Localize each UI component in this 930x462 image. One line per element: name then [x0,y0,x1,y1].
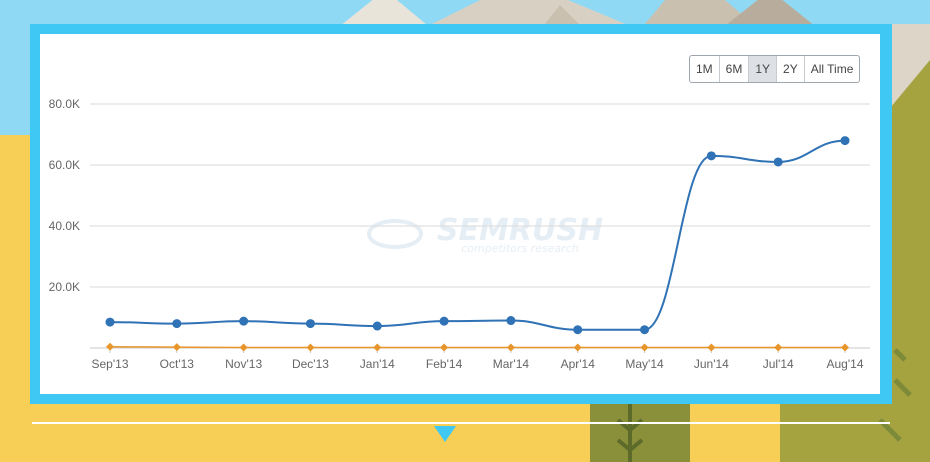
x-tick-label: Mar'14 [493,357,530,371]
x-tick-label: Sep'13 [92,357,129,371]
x-tick-label: Aug'14 [827,357,864,371]
series-main-point [840,136,850,146]
x-tick-label: Nov'13 [225,357,262,371]
range-6m-button[interactable]: 6M [718,56,749,82]
series-main-point [439,316,449,326]
x-tick-label: Oct'13 [160,357,195,371]
y-tick-label: 60.0K [49,158,80,172]
series-secondary-point [440,343,449,352]
series-main-point [372,321,382,331]
y-tick-label: 40.0K [49,219,80,233]
x-tick-label: Dec'13 [292,357,329,371]
series-secondary-line [109,346,845,349]
series-main-point [773,157,783,167]
series-main-point [706,151,716,161]
x-tick-label: Jul'14 [763,357,794,371]
x-tick-label: Jun'14 [694,357,729,371]
series-main-point [172,319,182,329]
x-tick-label: Feb'14 [426,357,463,371]
watermark-brand: SEMRUSH [437,213,603,248]
chart-panel [40,34,880,394]
y-tick-label: 80.0K [49,97,80,111]
series-secondary-point [172,343,181,352]
range-1y-button[interactable]: 1Y [748,56,777,82]
series-secondary-point [707,343,716,352]
series-main-point [239,316,249,326]
time-range-selector: 1M 6M 1Y 2Y All Time [689,55,861,83]
range-1m-button[interactable]: 1M [696,62,713,76]
y-tick-label: 20.0K [49,280,80,294]
x-tick-label: May'14 [625,357,664,371]
range-2y-button[interactable]: 2Y [776,56,804,82]
x-tick-label: Apr'14 [561,357,596,371]
divider-line [32,422,890,424]
series-main-point [506,316,516,326]
series-secondary-point [640,343,649,352]
series-main-point [305,319,315,329]
series-secondary-point [373,343,382,352]
series-secondary-point [774,343,783,352]
series-secondary-point [306,343,315,352]
range-all-time-button[interactable]: All Time [803,56,860,82]
watermark-logo-icon [367,219,423,249]
series-secondary-point [106,342,114,351]
series-secondary-point [573,343,582,352]
watermark-tagline: competitors research [461,242,579,255]
pointer-triangle-icon [434,426,456,442]
series-secondary-point [841,343,849,352]
series-main-point [105,317,115,327]
x-tick-label: Jan'14 [360,357,395,371]
series-secondary-point [506,343,515,352]
series-main-point [640,325,650,335]
series-main-point [573,325,583,335]
series-secondary-point [239,343,248,352]
